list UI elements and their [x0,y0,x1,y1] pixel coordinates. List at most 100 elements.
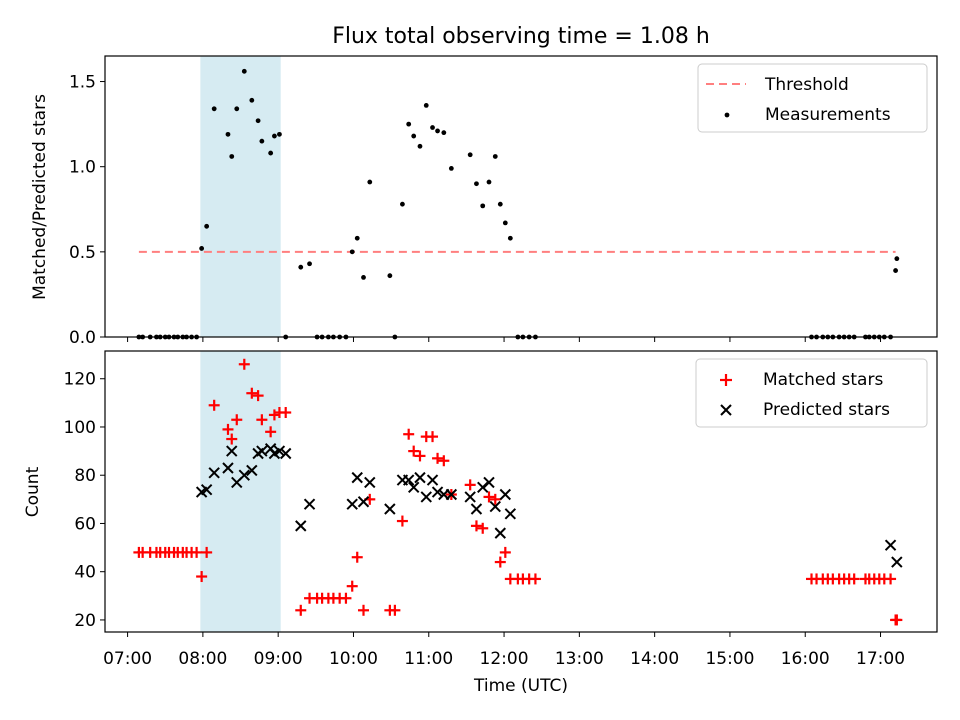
measurement-point [298,264,304,270]
x-tick-label: 16:00 [781,649,830,669]
measurement-point [268,150,274,156]
measurement-point [259,138,265,144]
measurement-point [234,106,240,112]
predicted-point [499,488,512,501]
predicted-point [470,503,483,515]
matched-point [389,604,401,616]
measurement-point [467,152,473,158]
bottom-legend-box [695,358,928,428]
predicted-point [414,471,426,484]
predicted-point [884,539,897,551]
predicted-point [891,556,903,568]
legend-predicted-label: Predicted stars [763,400,890,420]
measurement-point [411,133,417,139]
matched-point [346,580,358,592]
matched-point [222,423,234,435]
matched-point [351,551,363,563]
matched-point [256,414,268,426]
bottom-plot-frame [104,350,938,633]
bottom-x-ticks: 07:00 08:00 09:00 10:00 11:00 12:00 13:00 14:00… [103,632,905,669]
x-tick-label: 14:00 [630,649,679,669]
measurement-point [441,130,447,136]
x-tick-label: 08:00 [178,649,227,669]
matched-point [340,592,352,604]
x-axis-label: Time (UTC) [473,676,568,696]
matched-point [477,522,489,534]
predicted-point [346,498,358,510]
predicted-point [256,445,268,457]
bottom-y-axis-label: Count [23,466,43,517]
top-y-axis-label: Matched/Predicted stars [30,94,50,300]
matched-point [408,445,420,457]
predicted-point [402,474,415,486]
predicted-point [420,491,432,503]
measurement-point [423,102,429,108]
x-tick-label: 17:00 [856,649,905,669]
measurement-point [277,131,282,137]
measurement-point [474,181,479,187]
matched-point [238,358,250,370]
matched-point [499,546,511,558]
matched-point [358,604,370,616]
measurement-point [367,179,373,185]
predicted-point [426,474,439,486]
matched-point [483,491,495,503]
matched-point [432,452,444,464]
measurement-point [400,201,405,207]
measurement-point [430,125,435,130]
legend-matched-swatch [720,374,732,386]
predicted-point [489,500,501,513]
predicted-points [195,442,903,568]
bottom-y-tick-label: 60 [74,514,96,534]
bottom-panel: 20 40 60 80 100 120 07:00 08:00 09:00 10:00 11:00… [23,350,938,696]
measurement-point [507,235,513,241]
top-panel: 0.0 0.5 1.0 1.5 Matched/Predicted stars Thr… [30,55,938,348]
top-x-ticks [127,337,882,342]
matched-point [464,479,476,491]
x-tick-label: 11:00 [404,649,453,669]
x-tick-label: 13:00 [555,649,604,669]
matched-point [201,546,213,558]
bottom-y-tick-label: 100 [64,418,96,438]
predicted-point [384,503,396,515]
measurement-point [272,133,277,139]
highlight-span-bottom [200,351,281,632]
matched-point [403,428,415,440]
matched-point [885,573,897,585]
predicted-point [200,483,213,496]
x-tick-label: 07:00 [103,649,152,669]
bottom-y-tick-label: 80 [74,466,96,486]
matched-points [133,358,903,626]
matched-point [252,390,264,402]
measurement-point [448,166,454,171]
matched-point [226,433,238,445]
top-y-tick-label: 1.0 [69,158,96,178]
matched-point [191,546,203,558]
predicted-point [431,486,444,498]
matched-point [280,407,292,419]
measurement-point [417,143,423,149]
x-tick-label: 15:00 [705,649,754,669]
measurement-point [893,268,898,273]
legend-measurements-label: Measurements [765,105,891,125]
measurement-point [354,235,360,241]
x-tick-label: 10:00 [329,649,378,669]
matched-point [848,573,860,585]
bottom-y-tick-label: 120 [64,370,96,390]
predicted-point [279,447,292,460]
predicted-point [222,462,234,474]
matched-point [891,614,903,626]
matched-point [396,515,408,527]
highlight-span-top [200,56,281,337]
measurement-point [249,97,255,103]
top-y-tick-label: 0.0 [69,328,96,348]
measurement-point [255,118,261,124]
measurement-point [894,256,900,262]
matched-point [529,573,541,585]
measurement-point [406,121,412,127]
predicted-point [238,469,251,481]
top-y-ticks: 0.0 0.5 1.0 1.5 [69,73,105,348]
x-tick-label: 09:00 [254,649,303,669]
predicted-point [407,481,420,493]
